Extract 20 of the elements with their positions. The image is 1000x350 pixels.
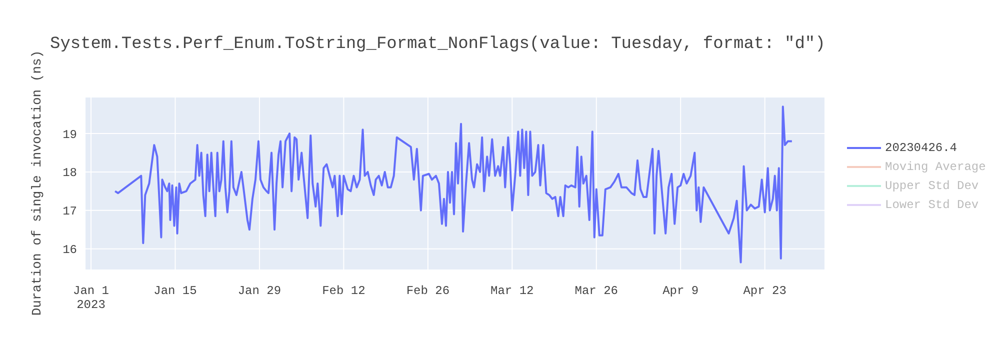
y-tick-label: 16 — [62, 243, 77, 258]
legend-label: Upper Std Dev — [885, 178, 979, 192]
y-tick-label: 18 — [62, 166, 77, 180]
x-tick-label: Mar 12 — [490, 284, 534, 298]
x-tick-label: Jan 15 — [154, 284, 197, 298]
legend-label: Lower Std Dev — [885, 198, 979, 212]
legend-label: 20230426.4 — [885, 140, 958, 154]
line-series — [114, 106, 793, 264]
x-tick-label: Apr 23 — [743, 284, 786, 298]
y-tick-label: 19 — [62, 128, 77, 142]
legend-label: Moving Average — [885, 160, 986, 174]
x-tick-label: Mar 26 — [574, 284, 618, 298]
chart-title: System.Tests.Perf_Enum.ToString_Format_NonFlags(value: Tuesday, format: "d") — [50, 35, 826, 54]
x-tick-label: Jan 1 2023 — [73, 284, 110, 312]
y-axis-title: Duration of single invocation (ns) — [30, 50, 44, 316]
y-tick-label: 17 — [62, 204, 77, 219]
x-tick-label: Feb 12 — [322, 284, 366, 298]
x-tick-label: Apr 9 — [662, 284, 699, 298]
x-tick-label: Jan 29 — [238, 284, 282, 298]
x-tick-label: Feb 26 — [406, 284, 450, 298]
